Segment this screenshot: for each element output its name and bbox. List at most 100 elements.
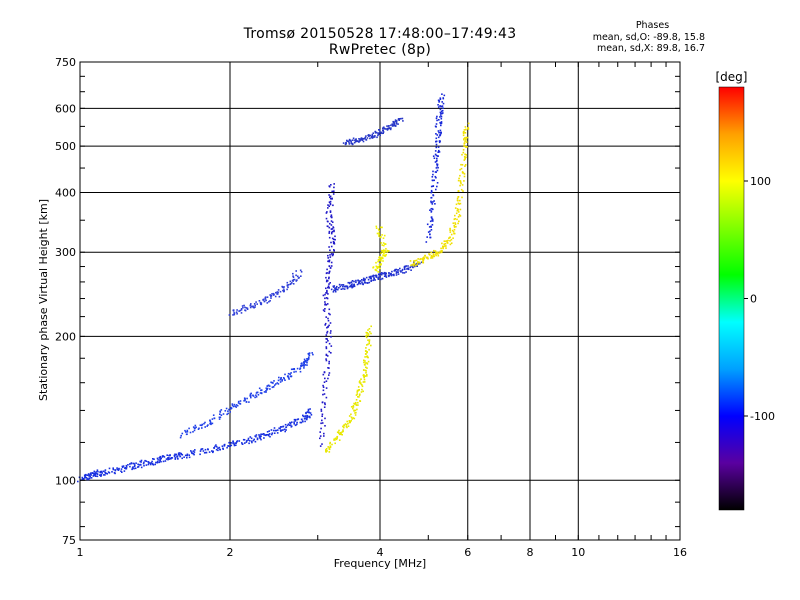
- data-point: [186, 429, 189, 432]
- data-point: [335, 438, 338, 441]
- data-point: [319, 431, 321, 433]
- data-point: [465, 138, 467, 140]
- data-point: [254, 304, 256, 307]
- data-point: [325, 297, 328, 299]
- data-point: [458, 220, 460, 223]
- data-point: [90, 474, 92, 476]
- data-point: [299, 421, 302, 424]
- data-point: [151, 460, 153, 463]
- data-point: [422, 259, 425, 262]
- data-point: [438, 101, 440, 103]
- data-point: [393, 274, 395, 277]
- data-point: [452, 222, 455, 224]
- data-point: [347, 140, 350, 142]
- data-point: [394, 270, 396, 272]
- data-point: [372, 279, 375, 282]
- data-point: [379, 272, 382, 275]
- data-point: [435, 188, 437, 191]
- data-point: [365, 135, 367, 137]
- data-point: [207, 448, 209, 450]
- data-point: [232, 440, 234, 442]
- data-point: [327, 257, 329, 259]
- data-point: [251, 305, 253, 308]
- data-point: [307, 358, 310, 360]
- data-point: [375, 275, 378, 277]
- data-point: [204, 426, 206, 428]
- data-point: [350, 285, 352, 288]
- data-point: [192, 450, 195, 452]
- data-point: [325, 334, 328, 336]
- data-point: [248, 442, 250, 445]
- data-point: [299, 368, 301, 370]
- data-point: [137, 466, 139, 468]
- data-point: [463, 137, 466, 139]
- data-point: [430, 255, 433, 258]
- data-point: [325, 341, 328, 344]
- data-point: [352, 143, 354, 145]
- data-point: [388, 272, 390, 274]
- data-point: [188, 454, 190, 456]
- data-point: [432, 173, 434, 176]
- data-point: [225, 407, 228, 410]
- data-point: [455, 225, 457, 228]
- data-point: [324, 303, 327, 305]
- data-point: [430, 257, 432, 259]
- x-tick-label: 6: [464, 546, 471, 559]
- data-point: [238, 310, 240, 312]
- data-point: [347, 281, 350, 284]
- data-point: [260, 392, 263, 395]
- data-point: [421, 261, 424, 263]
- data-point: [311, 352, 313, 354]
- data-point: [255, 394, 257, 396]
- data-point: [263, 433, 265, 435]
- data-point: [436, 157, 438, 160]
- data-point: [337, 288, 339, 291]
- data-point: [438, 252, 441, 254]
- data-point: [290, 426, 293, 428]
- data-point: [168, 457, 170, 459]
- data-point: [244, 306, 246, 309]
- data-point: [329, 322, 332, 324]
- data-point: [232, 442, 234, 445]
- data-point: [252, 394, 254, 397]
- data-point: [344, 143, 347, 146]
- data-point: [357, 389, 360, 391]
- data-point: [204, 448, 207, 451]
- data-point: [328, 270, 331, 273]
- data-point: [461, 164, 464, 166]
- data-point: [366, 374, 368, 376]
- data-point: [197, 428, 200, 430]
- data-point: [375, 269, 378, 272]
- data-point: [457, 190, 460, 192]
- data-point: [194, 449, 196, 451]
- data-point: [159, 455, 161, 458]
- data-point: [125, 466, 128, 468]
- data-point: [451, 229, 454, 232]
- data-point: [273, 380, 275, 382]
- data-point: [327, 317, 329, 320]
- data-point: [284, 379, 286, 381]
- data-point: [329, 441, 331, 444]
- data-point: [246, 307, 249, 310]
- data-point: [331, 254, 334, 257]
- data-point: [252, 306, 255, 309]
- data-point: [324, 417, 326, 420]
- data-point: [96, 475, 99, 478]
- data-point: [329, 196, 331, 198]
- data-point: [270, 297, 272, 299]
- data-point: [327, 204, 329, 206]
- data-point: [345, 285, 347, 287]
- data-point: [374, 269, 377, 271]
- data-point: [463, 138, 465, 140]
- data-point: [331, 221, 334, 223]
- data-point: [305, 360, 307, 362]
- data-point: [322, 384, 324, 387]
- data-point: [254, 440, 257, 443]
- data-point: [320, 410, 323, 412]
- data-point: [383, 275, 386, 277]
- data-point: [107, 471, 110, 473]
- data-point: [221, 445, 224, 447]
- data-point: [227, 410, 229, 412]
- data-point: [362, 381, 365, 383]
